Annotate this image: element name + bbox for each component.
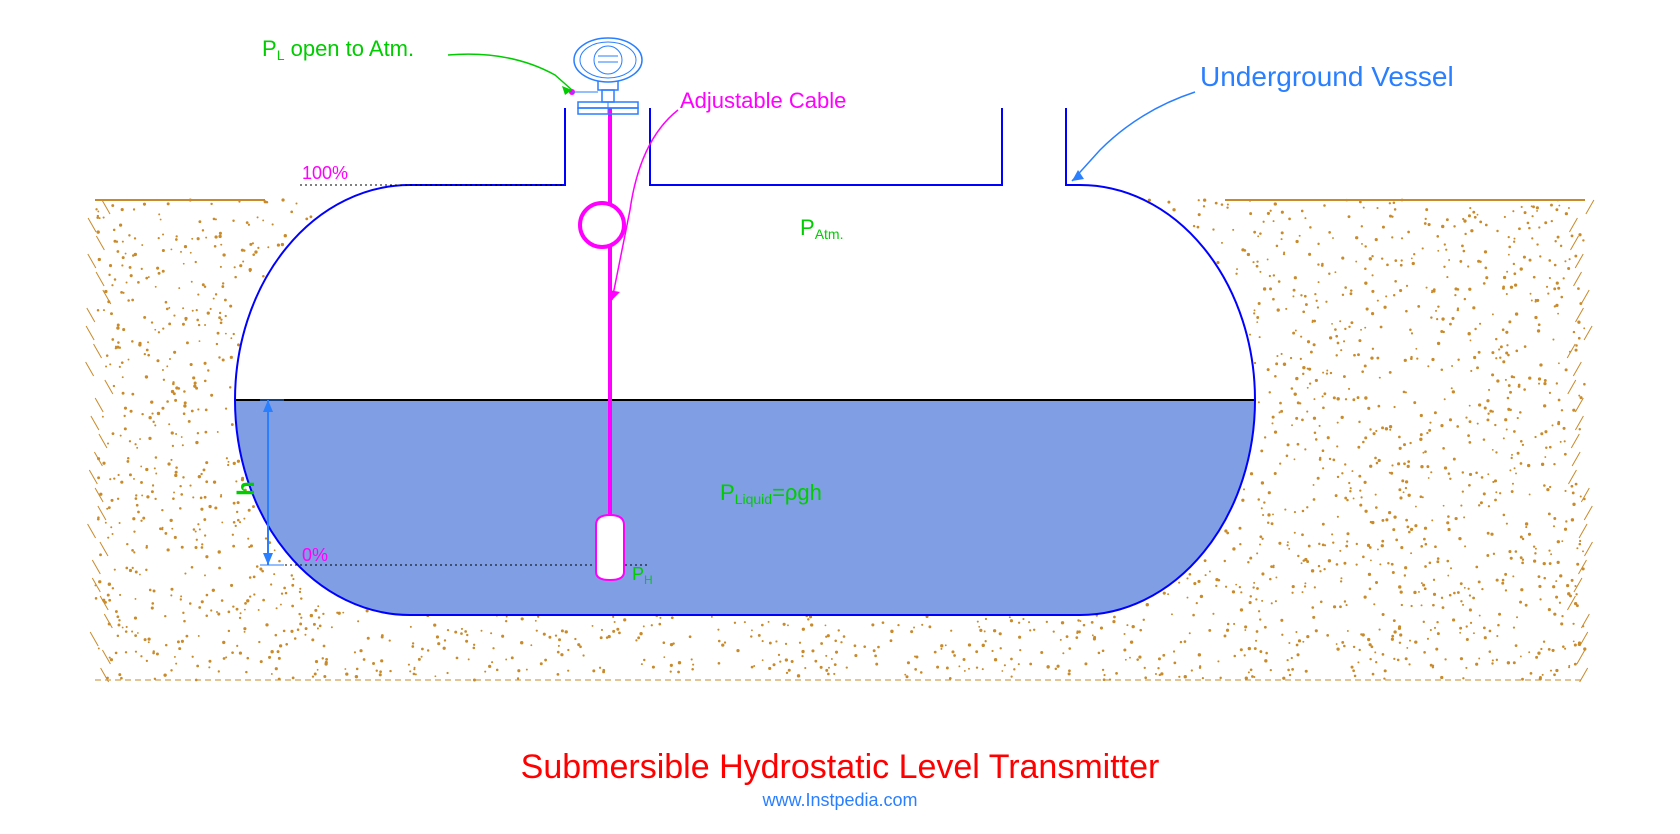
label-100pct: 100%: [302, 163, 348, 183]
submersible-probe: [596, 515, 624, 580]
label-height-h: h: [233, 481, 260, 496]
leader-adjustable-cable: [612, 110, 678, 300]
liquid-fill: [235, 400, 1255, 615]
diagram-title: Submersible Hydrostatic Level Transmitte…: [0, 748, 1680, 787]
label-p-atm: PAtm.: [800, 215, 843, 242]
label-pl-open: PL open to Atm.: [262, 36, 414, 63]
leader-underground-vessel: [1072, 92, 1195, 181]
diagram-canvas: PL open to Atm. Adjustable Cable Undergr…: [0, 0, 1680, 834]
label-0pct: 0%: [302, 545, 328, 565]
label-adjustable-cable: Adjustable Cable: [680, 88, 846, 113]
transmitter-head: [569, 38, 642, 114]
leader-pl-open: [448, 54, 572, 90]
website-link: www.Instpedia.com: [0, 790, 1680, 811]
label-underground-vessel: Underground Vessel: [1200, 61, 1454, 92]
cable-coil: [580, 203, 624, 247]
